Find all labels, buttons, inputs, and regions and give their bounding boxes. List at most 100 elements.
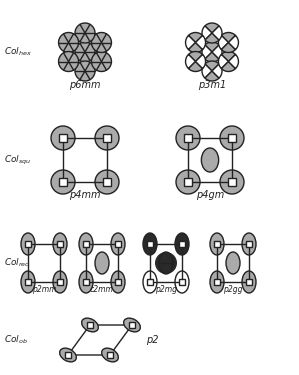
- Ellipse shape: [82, 318, 98, 332]
- Bar: [129, 322, 135, 328]
- Bar: [214, 279, 220, 285]
- Bar: [228, 134, 236, 142]
- Bar: [25, 279, 31, 285]
- Wedge shape: [228, 54, 239, 69]
- Bar: [179, 241, 185, 247]
- Bar: [103, 178, 111, 186]
- Bar: [228, 178, 236, 186]
- Bar: [179, 279, 185, 285]
- Wedge shape: [186, 54, 196, 69]
- Wedge shape: [202, 64, 212, 78]
- Ellipse shape: [175, 233, 189, 255]
- Wedge shape: [186, 35, 196, 50]
- Ellipse shape: [95, 252, 109, 274]
- Bar: [86, 244, 118, 282]
- Wedge shape: [221, 51, 236, 62]
- Circle shape: [95, 126, 119, 150]
- Wedge shape: [221, 33, 236, 42]
- Bar: [214, 241, 220, 247]
- Circle shape: [176, 170, 200, 194]
- Wedge shape: [202, 45, 212, 59]
- Wedge shape: [219, 54, 228, 69]
- Circle shape: [75, 23, 95, 43]
- Circle shape: [75, 42, 95, 62]
- Bar: [107, 352, 113, 358]
- Wedge shape: [228, 35, 239, 50]
- Ellipse shape: [60, 348, 76, 362]
- Ellipse shape: [53, 233, 67, 255]
- Wedge shape: [196, 54, 205, 69]
- Circle shape: [59, 33, 79, 53]
- Bar: [103, 134, 111, 142]
- Text: p2gg: p2gg: [223, 285, 243, 294]
- Bar: [188, 138, 232, 182]
- Bar: [59, 134, 67, 142]
- Circle shape: [176, 126, 200, 150]
- Circle shape: [59, 51, 79, 72]
- Ellipse shape: [21, 233, 35, 255]
- Wedge shape: [212, 64, 222, 78]
- Wedge shape: [155, 252, 177, 274]
- Wedge shape: [219, 35, 228, 50]
- Wedge shape: [221, 62, 236, 72]
- Bar: [184, 134, 192, 142]
- Ellipse shape: [226, 252, 240, 274]
- Wedge shape: [205, 61, 219, 71]
- Circle shape: [75, 61, 95, 81]
- Bar: [57, 279, 63, 285]
- Text: p4mm: p4mm: [69, 190, 101, 200]
- Ellipse shape: [143, 271, 157, 293]
- Wedge shape: [221, 42, 236, 52]
- Bar: [147, 279, 153, 285]
- Circle shape: [51, 126, 75, 150]
- Ellipse shape: [242, 233, 256, 255]
- Ellipse shape: [79, 233, 93, 255]
- Ellipse shape: [21, 271, 35, 293]
- Circle shape: [91, 33, 112, 53]
- Wedge shape: [205, 71, 219, 81]
- Text: Col$_{\mathregular{rec}}$: Col$_{\mathregular{rec}}$: [4, 257, 30, 269]
- Text: Col$_{\mathregular{hex}}$: Col$_{\mathregular{hex}}$: [4, 46, 32, 58]
- Bar: [115, 279, 121, 285]
- Bar: [59, 178, 67, 186]
- Wedge shape: [205, 42, 219, 52]
- Wedge shape: [188, 51, 203, 62]
- Ellipse shape: [143, 233, 157, 255]
- Bar: [65, 352, 71, 358]
- Bar: [63, 138, 107, 182]
- Ellipse shape: [175, 271, 189, 293]
- Ellipse shape: [102, 348, 118, 362]
- Ellipse shape: [111, 233, 125, 255]
- Wedge shape: [188, 42, 203, 52]
- Bar: [246, 279, 252, 285]
- Text: c2mm: c2mm: [90, 285, 114, 294]
- Wedge shape: [205, 33, 219, 43]
- Ellipse shape: [242, 271, 256, 293]
- Bar: [83, 241, 89, 247]
- Ellipse shape: [111, 271, 125, 293]
- Wedge shape: [196, 35, 205, 50]
- Wedge shape: [205, 23, 219, 33]
- Text: p2mg: p2mg: [155, 285, 177, 294]
- Text: Col$_{\mathregular{squ}}$: Col$_{\mathregular{squ}}$: [4, 153, 31, 166]
- Ellipse shape: [53, 271, 67, 293]
- Wedge shape: [212, 45, 222, 59]
- Bar: [217, 244, 249, 282]
- Ellipse shape: [210, 233, 224, 255]
- Text: p2mm: p2mm: [32, 285, 56, 294]
- Bar: [184, 178, 192, 186]
- Bar: [87, 322, 93, 328]
- Circle shape: [220, 170, 244, 194]
- Circle shape: [220, 126, 244, 150]
- Bar: [147, 241, 153, 247]
- Bar: [150, 244, 182, 282]
- Ellipse shape: [124, 318, 140, 332]
- Bar: [25, 241, 31, 247]
- Bar: [28, 244, 60, 282]
- Wedge shape: [188, 62, 203, 72]
- Ellipse shape: [210, 271, 224, 293]
- Text: p3m1: p3m1: [198, 80, 226, 90]
- Circle shape: [95, 170, 119, 194]
- Bar: [83, 279, 89, 285]
- Circle shape: [51, 170, 75, 194]
